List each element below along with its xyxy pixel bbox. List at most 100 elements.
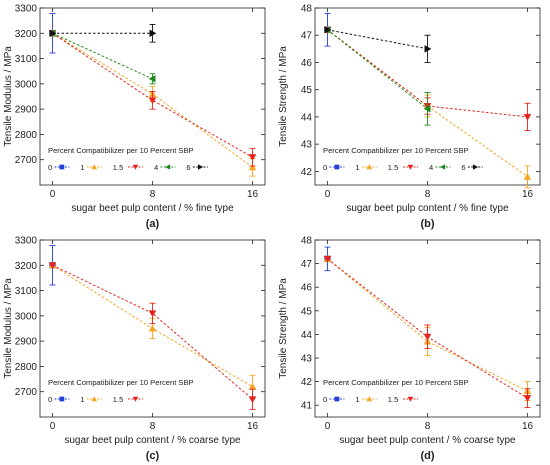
legend-label: 0: [48, 163, 52, 172]
legend-label: 0: [48, 395, 52, 404]
series-line-1-5: [327, 29, 528, 118]
legend-label: 1: [355, 163, 359, 172]
x-axis-label: sugar beet pulp content / % fine type: [346, 203, 509, 214]
legend-label: 0: [323, 163, 327, 172]
y-tick-label: 41: [301, 401, 313, 412]
legend-title: Percent Compatibilizer per 10 Percent SB…: [48, 146, 194, 155]
y-tick-label: 46: [301, 283, 313, 294]
y-tick-label: 45: [301, 306, 313, 317]
legend-label: 4: [154, 163, 158, 172]
y-tick-label: 3200: [15, 29, 38, 40]
x-tick-label: 16: [247, 421, 259, 432]
legend-title: Percent Compatibilizer per 10 Percent SB…: [48, 378, 194, 387]
data-point-1-5: [148, 310, 157, 318]
y-tick-label: 2700: [15, 155, 38, 166]
panel-label: (c): [146, 450, 160, 462]
data-point-1-5: [248, 396, 257, 404]
y-tick-label: 3100: [15, 54, 38, 65]
y-tick-label: 47: [301, 259, 313, 270]
y-axis-label: Tensile Strength / MPa: [278, 46, 289, 147]
x-tick-label: 16: [522, 189, 534, 200]
y-tick-label: 3100: [15, 286, 38, 297]
y-tick-label: 44: [301, 330, 313, 341]
x-axis-label: sugar beet pulp content / % coarse type: [339, 435, 516, 446]
data-point-1-5: [148, 97, 157, 105]
data-point-6: [149, 29, 157, 38]
panel-label: (a): [146, 218, 160, 230]
panel-label: (b): [420, 218, 434, 230]
series-line-1-5: [52, 264, 253, 400]
data-point-1: [523, 172, 532, 180]
chart-panel-a: 2700 2800 2900 3000 3100 3200 3300 0 8 16 sugar be…: [0, 0, 275, 232]
y-tick-label: 3200: [15, 261, 38, 272]
y-tick-label: 48: [301, 4, 313, 15]
y-tick-label: 3000: [15, 311, 38, 322]
legend-swatch-marker: [473, 164, 479, 170]
y-axis-label: Tensile Modulus / MPa: [3, 278, 14, 379]
y-tick-label: 44: [301, 112, 313, 123]
x-tick-label: 8: [150, 189, 156, 200]
x-tick-label: 0: [325, 421, 331, 432]
legend-label: 1.5: [388, 395, 399, 404]
series-line-1: [327, 258, 528, 392]
legend-title: Percent Compatibilizer per 10 Percent SB…: [323, 146, 469, 155]
x-tick-label: 16: [247, 189, 259, 200]
chart-svg: 2700 2800 2900 3000 3100 3200 3300 0 8 16 sugar be…: [3, 236, 266, 462]
y-tick-label: 47: [301, 31, 313, 42]
y-tick-label: 43: [301, 354, 313, 365]
y-tick-label: 45: [301, 85, 313, 96]
legend-swatch-marker: [165, 164, 171, 170]
legend-swatch-marker: [132, 396, 139, 402]
series-line-4: [52, 32, 153, 80]
legend-swatch-marker: [59, 396, 65, 402]
data-point-6: [49, 29, 57, 38]
y-tick-label: 46: [301, 58, 313, 69]
chart-svg: 42 43 44 45 46 47 48 0 8 16 sugar beet pulp conten…: [278, 4, 541, 230]
x-tick-label: 8: [425, 421, 431, 432]
y-tick-label: 42: [301, 377, 313, 388]
x-axis-label: sugar beet pulp content / % fine type: [71, 203, 234, 214]
y-tick-label: 43: [301, 140, 313, 151]
chart-panel-b: 42 43 44 45 46 47 48 0 8 16 sugar beet pulp conten…: [275, 0, 550, 232]
series-line-4: [327, 29, 428, 110]
legend-label: 1.5: [113, 395, 124, 404]
data-point-4: [148, 74, 156, 83]
legend-label: 1.5: [113, 163, 124, 172]
legend-swatch-marker: [59, 164, 65, 170]
y-tick-label: 2800: [15, 362, 38, 373]
data-point-1-5: [323, 255, 332, 263]
y-tick-label: 3300: [15, 236, 38, 247]
data-point-1-5: [523, 113, 532, 121]
data-point-1-5: [48, 262, 57, 270]
y-axis-label: Tensile Strength / MPa: [278, 278, 289, 379]
data-point-6: [424, 45, 432, 53]
legend-label: 6: [186, 163, 190, 172]
y-tick-label: 2800: [15, 130, 38, 141]
y-axis-label: Tensile Modulus / MPa: [3, 46, 14, 147]
legend-swatch-marker: [407, 396, 414, 402]
chart-svg: 41 42 43 44 45 46 47 48 0 8 16 sugar beet pulp cont…: [278, 236, 541, 462]
legend-swatch-marker: [334, 396, 340, 402]
chart-panel-d: 41 42 43 44 45 46 47 48 0 8 16 sugar beet pulp cont…: [275, 232, 550, 464]
legend-label: 1.5: [388, 163, 399, 172]
data-point-1-5: [248, 154, 257, 162]
data-point-1: [248, 382, 257, 390]
chart-panel-c: 2700 2800 2900 3000 3100 3200 3300 0 8 16 sugar be…: [0, 232, 275, 464]
y-tick-label: 3000: [15, 79, 38, 90]
x-tick-label: 8: [425, 189, 431, 200]
legend-swatch-marker: [440, 164, 446, 170]
y-tick-label: 2900: [15, 337, 38, 348]
legend-swatch-marker: [334, 164, 340, 170]
x-tick-label: 0: [50, 189, 56, 200]
legend-swatch-marker: [198, 164, 204, 170]
legend-swatch-marker: [91, 164, 98, 170]
y-tick-label: 42: [301, 167, 313, 178]
y-tick-label: 48: [301, 236, 313, 247]
data-point-1-5: [423, 333, 432, 341]
y-tick-label: 3300: [15, 4, 38, 15]
data-point-1-5: [523, 395, 532, 403]
legend-label: 1: [80, 395, 84, 404]
legend-swatch-marker: [91, 396, 98, 402]
x-tick-label: 8: [150, 421, 156, 432]
